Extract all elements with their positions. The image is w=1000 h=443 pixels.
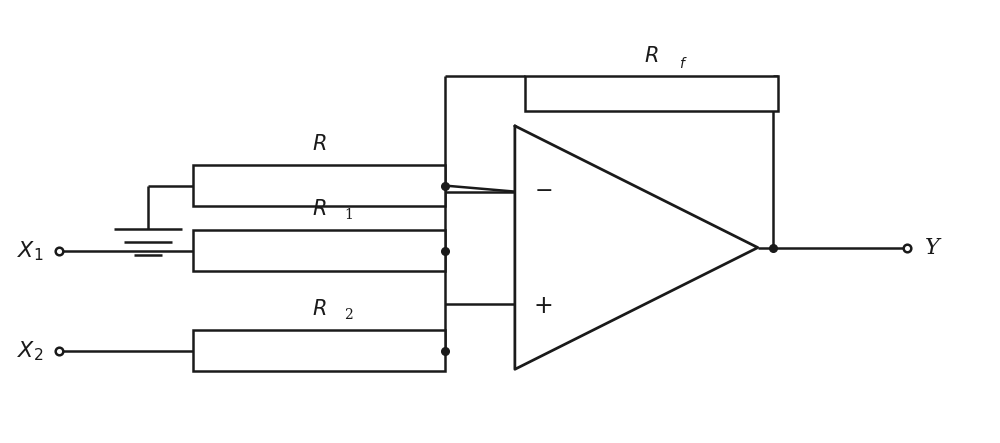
Bar [193,330,445,372]
Text: $R$: $R$ [312,134,326,154]
Text: 1: 1 [344,208,353,222]
Bar [525,76,778,111]
Text: $R$: $R$ [312,299,326,319]
Text: $+$: $+$ [533,294,552,318]
Bar [193,165,445,206]
Text: 2: 2 [344,308,353,323]
Text: Y: Y [924,237,939,259]
Text: $f$: $f$ [679,56,688,71]
Text: $-$: $-$ [534,179,552,199]
Bar [193,230,445,272]
Text: $X_1$: $X_1$ [17,239,44,263]
Text: $X_2$: $X_2$ [17,339,44,363]
Text: $R$: $R$ [644,47,658,66]
Text: $R$: $R$ [312,199,326,219]
